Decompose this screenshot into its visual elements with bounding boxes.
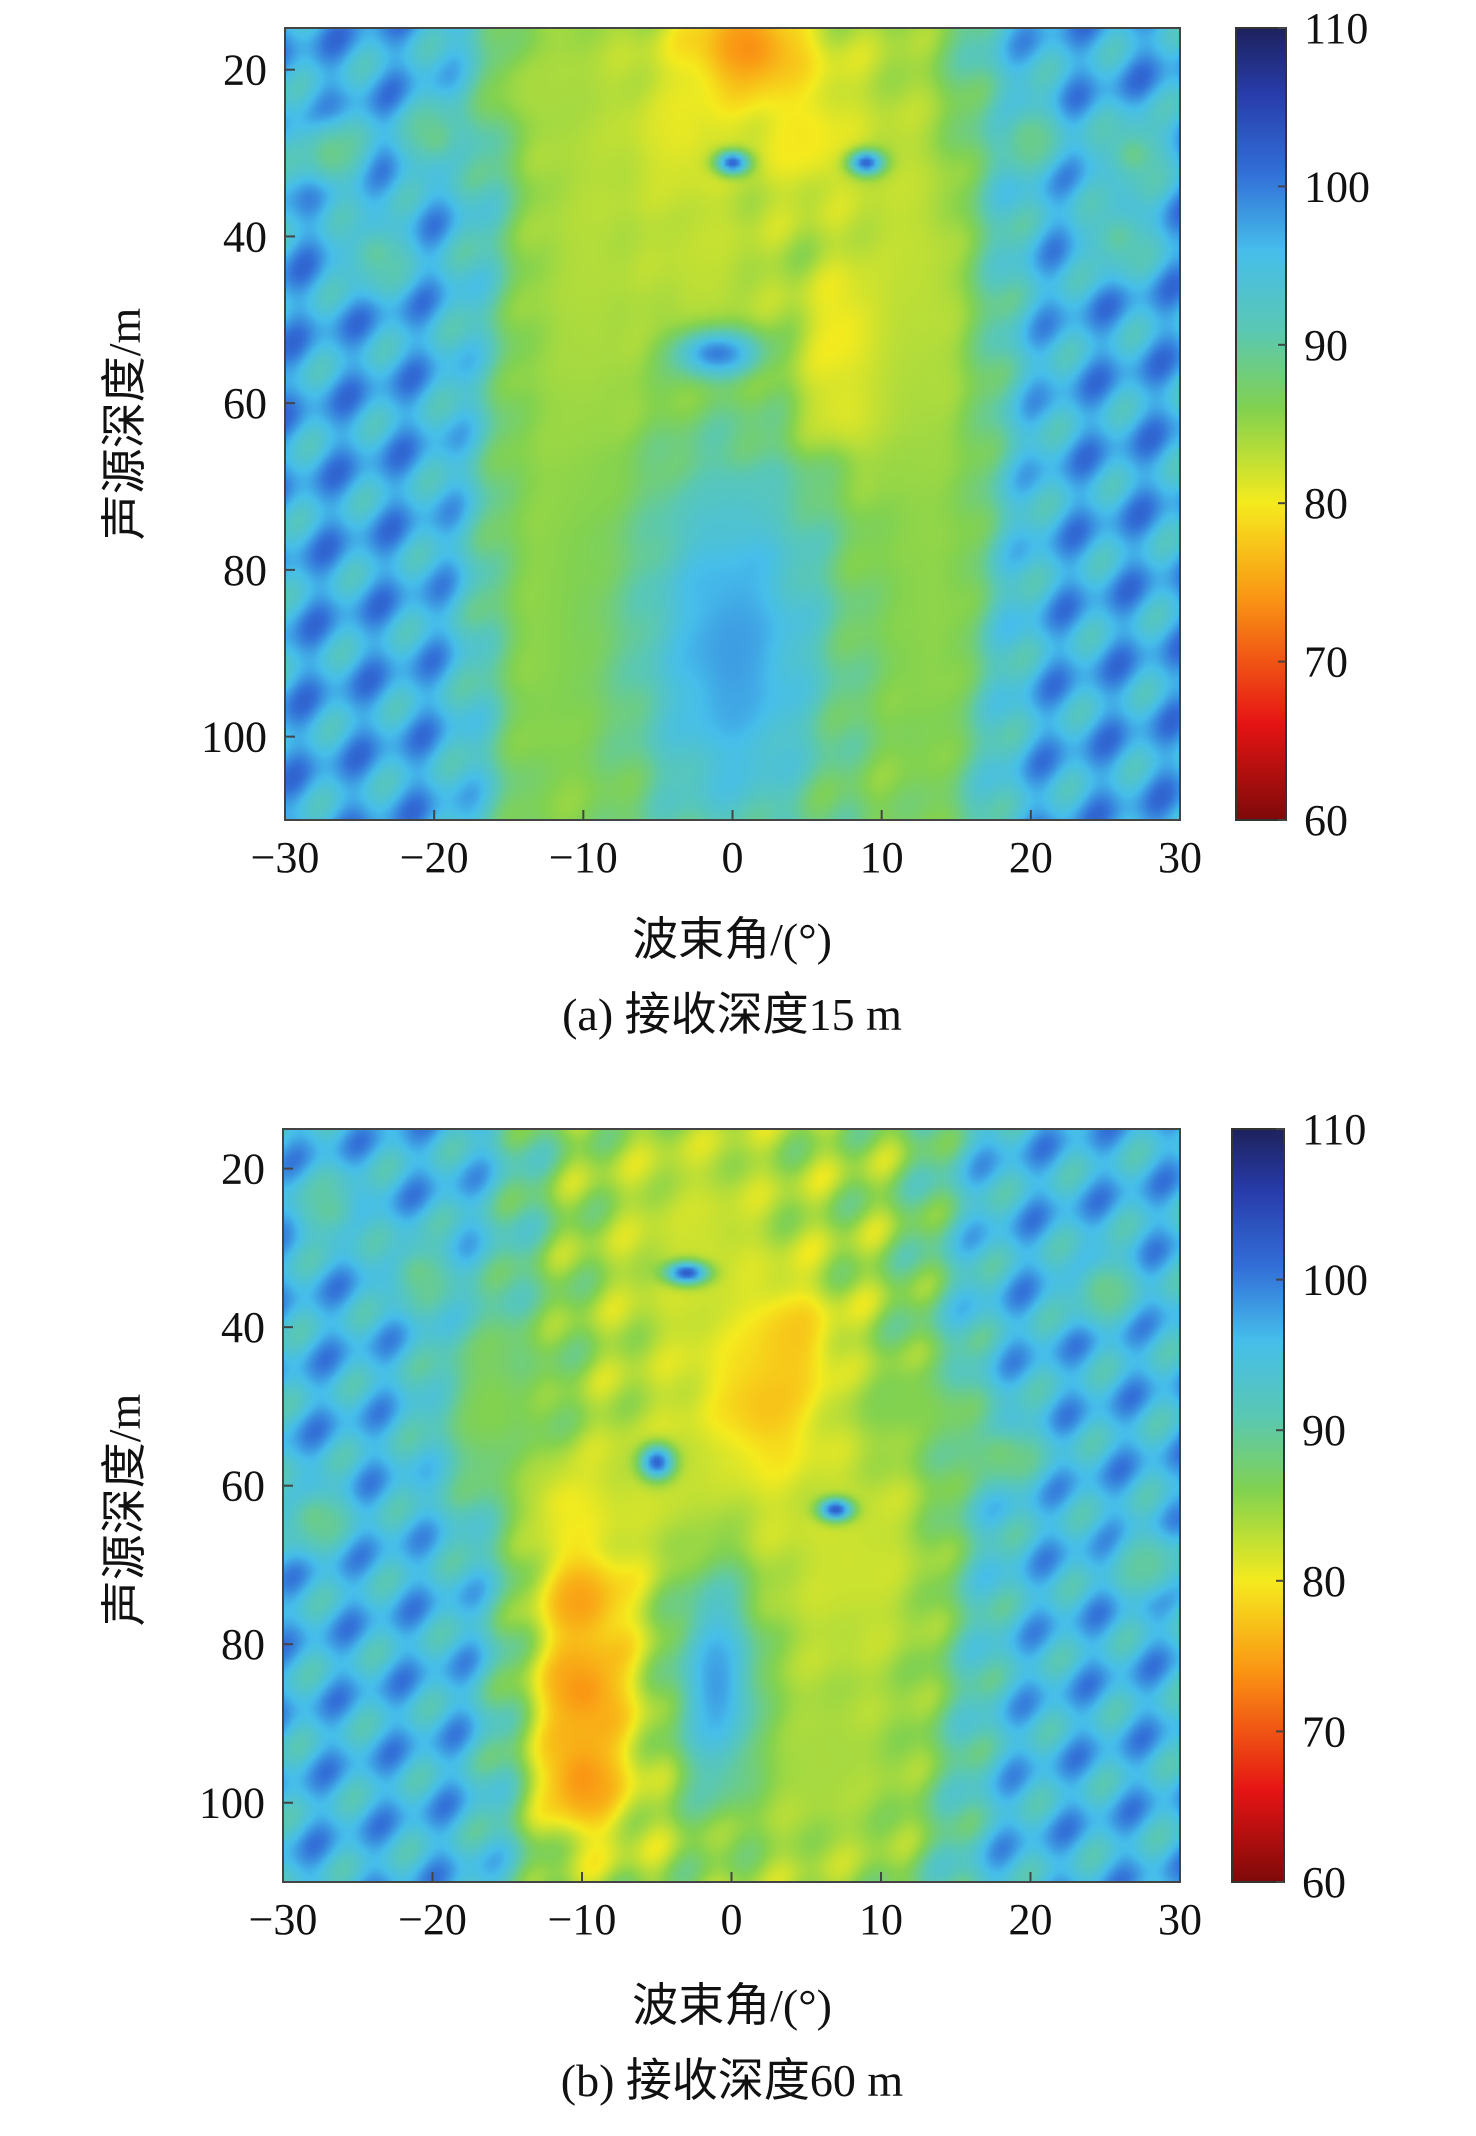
y-axis-label-b: 声源深度/m bbox=[99, 1394, 150, 1627]
colorbar-tick-label: 100 bbox=[1304, 162, 1370, 211]
cb-ticks-b: 60 70 80 90 100 110 bbox=[1276, 1105, 1368, 1907]
y-tick-label: 60 bbox=[221, 1462, 265, 1511]
panel-b: −30 −20 −10 0 10 20 30 20 40 60 80 100 60 70 80 90 100… bbox=[0, 1066, 1476, 2132]
x-tick-label: 10 bbox=[859, 1895, 903, 1944]
x-axis-label-a: 波束角/(°) bbox=[632, 914, 832, 965]
y-tick-label: 20 bbox=[223, 46, 267, 95]
colorbar-tick-label: 90 bbox=[1302, 1406, 1346, 1455]
y-tick-label: 60 bbox=[223, 379, 267, 428]
heatmap-b-image bbox=[283, 1129, 1180, 1882]
x-tick-label: −10 bbox=[548, 1895, 617, 1944]
x-tick-label: 0 bbox=[722, 833, 744, 882]
x-tick-label: −10 bbox=[549, 833, 618, 882]
x-ticks-b: −30 −20 −10 0 10 20 30 bbox=[249, 1872, 1202, 1944]
x-tick-label: −30 bbox=[249, 1895, 318, 1944]
heatmap-a-image bbox=[285, 28, 1180, 820]
chart-title-a: (a) 接收深度15 m bbox=[562, 989, 902, 1040]
x-tick-label: −30 bbox=[251, 833, 320, 882]
colorbar-tick-label: 100 bbox=[1302, 1256, 1368, 1305]
colorbar-tick-label: 80 bbox=[1302, 1557, 1346, 1606]
panel-a: −30 −20 −10 0 10 20 30 20 40 60 80 100 60 70 80 90 100… bbox=[0, 0, 1476, 1066]
y-axis-label-a: 声源深度/m bbox=[99, 308, 150, 541]
x-tick-label: 10 bbox=[860, 833, 904, 882]
colorbar-a-image bbox=[1236, 28, 1286, 820]
x-tick-label: 30 bbox=[1158, 833, 1202, 882]
x-tick-label: −20 bbox=[398, 1895, 467, 1944]
x-axis-label-b: 波束角/(°) bbox=[632, 1980, 832, 2031]
x-tick-label: 20 bbox=[1009, 833, 1053, 882]
x-tick-label: −20 bbox=[400, 833, 469, 882]
colorbar-a-frame bbox=[1235, 27, 1287, 821]
x-tick-label: 30 bbox=[1158, 1895, 1202, 1944]
colorbar-tick-label: 80 bbox=[1304, 479, 1348, 528]
y-tick-label: 20 bbox=[221, 1145, 265, 1194]
cb-ticks-a: 60 70 80 90 100 110 bbox=[1278, 4, 1370, 845]
colorbar-tick-label: 60 bbox=[1302, 1858, 1346, 1907]
colorbar-tick-label: 90 bbox=[1304, 321, 1348, 370]
colorbar-tick-label: 70 bbox=[1304, 638, 1348, 687]
colorbar-tick-label: 110 bbox=[1304, 4, 1368, 53]
y-tick-label: 40 bbox=[221, 1303, 265, 1352]
y-tick-label: 100 bbox=[199, 1779, 265, 1828]
chart-b-svg: −30 −20 −10 0 10 20 30 20 40 60 80 100 60 70 80 90 100… bbox=[99, 1105, 1368, 2106]
colorbar-tick-label: 60 bbox=[1304, 796, 1348, 845]
y-tick-label: 100 bbox=[201, 713, 267, 762]
colorbar-tick-label: 110 bbox=[1302, 1105, 1366, 1154]
chart-a-svg: −30 −20 −10 0 10 20 30 20 40 60 80 100 60 70 80 90 100… bbox=[99, 4, 1370, 1040]
x-tick-label: 20 bbox=[1009, 1895, 1053, 1944]
y-tick-label: 40 bbox=[223, 212, 267, 261]
x-tick-label: 0 bbox=[721, 1895, 743, 1944]
colorbar-b-frame bbox=[1231, 1128, 1285, 1883]
y-tick-label: 80 bbox=[221, 1620, 265, 1669]
colorbar-b-image bbox=[1232, 1129, 1284, 1882]
y-ticks-a: 20 40 60 80 100 bbox=[201, 46, 295, 762]
x-ticks-a: −30 −20 −10 0 10 20 30 bbox=[251, 810, 1202, 882]
y-ticks-b: 20 40 60 80 100 bbox=[199, 1145, 293, 1828]
y-tick-label: 80 bbox=[223, 546, 267, 595]
chart-title-b: (b) 接收深度60 m bbox=[561, 2055, 904, 2106]
colorbar-tick-label: 70 bbox=[1302, 1707, 1346, 1756]
